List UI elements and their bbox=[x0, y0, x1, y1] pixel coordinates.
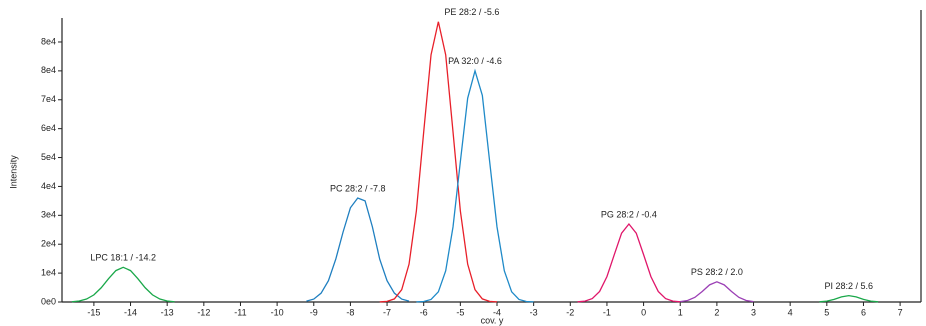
x-tick-label: -12 bbox=[197, 307, 210, 317]
x-axis-label: cov. y bbox=[481, 315, 504, 325]
y-tick-label: 6e4 bbox=[41, 123, 56, 133]
series-line bbox=[680, 281, 754, 303]
peak-label: PA 32:0 / -4.6 bbox=[448, 56, 502, 66]
series-line bbox=[819, 294, 879, 303]
y-tick-label: 0e0 bbox=[41, 296, 56, 306]
x-tick-label: 6 bbox=[861, 307, 866, 317]
x-tick-label: -5 bbox=[456, 307, 464, 317]
peak-label: LPC 18:1 / -14.2 bbox=[90, 253, 156, 263]
y-tick-label: 7e4 bbox=[41, 94, 56, 104]
x-tick-label: 2 bbox=[714, 307, 719, 317]
x-tick-label: -3 bbox=[530, 307, 538, 317]
peak-label: PS 28:2 / 2.0 bbox=[691, 267, 743, 277]
peak-label: PC 28:2 / -7.8 bbox=[330, 183, 386, 193]
x-tick-label: -15 bbox=[87, 307, 100, 317]
y-tick-label: 5e4 bbox=[41, 152, 56, 162]
y-tick-label: 1e4 bbox=[41, 267, 56, 277]
x-tick-label: -13 bbox=[161, 307, 174, 317]
series-line bbox=[71, 266, 175, 303]
x-tick-label: -7 bbox=[383, 307, 391, 317]
y-tick-label: 8e4 bbox=[41, 36, 56, 46]
y-tick-label: 4e4 bbox=[41, 181, 56, 191]
x-tick-label: -2 bbox=[566, 307, 574, 317]
x-tick-label: 5 bbox=[824, 307, 829, 317]
x-tick-label: 4 bbox=[788, 307, 793, 317]
x-tick-label: -4 bbox=[493, 307, 501, 317]
x-tick-label: 7 bbox=[898, 307, 903, 317]
x-tick-label: 0 bbox=[641, 307, 646, 317]
x-tick-label: -14 bbox=[124, 307, 137, 317]
x-tick-label: -6 bbox=[420, 307, 428, 317]
peak-label: PE 28:2 / -5.6 bbox=[444, 7, 499, 17]
y-tick-label: 8e4 bbox=[41, 65, 56, 75]
x-tick-label: -1 bbox=[603, 307, 611, 317]
x-tick-label: -11 bbox=[234, 307, 246, 317]
x-tick-label: 3 bbox=[751, 307, 756, 317]
x-tick-label: -9 bbox=[310, 307, 318, 317]
y-tick-label: 3e4 bbox=[41, 210, 56, 220]
series-line bbox=[577, 222, 681, 303]
x-tick-label: -8 bbox=[346, 307, 354, 317]
x-tick-label: -10 bbox=[271, 307, 284, 317]
series-line bbox=[306, 197, 410, 302]
peak-label: PG 28:2 / -0.4 bbox=[601, 209, 657, 219]
peak-label: PI 28:2 / 5.6 bbox=[825, 281, 874, 291]
y-tick-label: 2e4 bbox=[41, 239, 56, 249]
y-axis-label: Intensity bbox=[8, 155, 18, 189]
x-tick-label: 1 bbox=[678, 307, 683, 317]
series-line bbox=[416, 68, 534, 303]
series-line bbox=[379, 21, 498, 303]
